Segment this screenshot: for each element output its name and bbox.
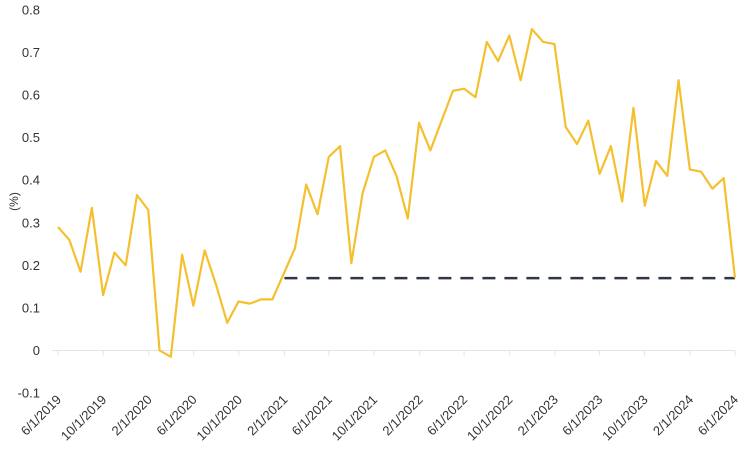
x-tick-label: 10/1/2019: [58, 392, 110, 444]
x-tick-label: 6/1/2021: [289, 392, 335, 438]
x-tick-label: 2/1/2023: [515, 392, 561, 438]
x-tick-label: 10/1/2021: [329, 392, 381, 444]
x-tick-label: 10/1/2022: [464, 392, 516, 444]
y-tick-label: 0.6: [22, 88, 40, 103]
y-tick-label: 0.2: [22, 258, 40, 273]
x-tick-label: 10/1/2023: [599, 392, 651, 444]
x-tick-label: 6/1/2024: [695, 392, 741, 438]
x-tick-label: 10/1/2020: [193, 392, 245, 444]
y-tick-label: -0.1: [18, 386, 40, 401]
y-tick-label: 0.3: [22, 215, 40, 230]
y-tick-label: 0.4: [22, 173, 40, 188]
series-line: [57, 28, 737, 358]
x-tick-label: 6/1/2022: [424, 392, 470, 438]
y-tick-label: 0.5: [22, 130, 40, 145]
x-tick-label: 2/1/2022: [379, 392, 425, 438]
x-tick-label: 2/1/2021: [244, 392, 290, 438]
y-tick-label: 0.1: [22, 300, 40, 315]
x-tick-label: 2/1/2024: [650, 392, 696, 438]
y-axis-tick-labels: -0.1 0 0.1 0.2 0.3 0.4 0.5 0.6 0.7 0.8: [18, 3, 40, 401]
x-tick-label: 6/1/2023: [559, 392, 605, 438]
y-tick-label: 0.7: [22, 45, 40, 60]
x-tick-label: 2/1/2020: [109, 392, 155, 438]
x-tick-label: 6/1/2020: [153, 392, 199, 438]
y-axis-title: (%): [7, 192, 21, 211]
y-tick-label: 0.8: [22, 3, 40, 18]
y-tick-label: 0: [33, 343, 40, 358]
